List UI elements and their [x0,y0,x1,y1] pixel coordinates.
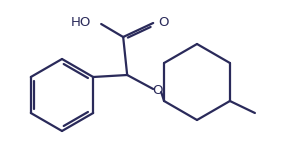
Text: O: O [158,16,169,29]
Text: O: O [152,85,162,97]
Text: HO: HO [71,17,91,29]
